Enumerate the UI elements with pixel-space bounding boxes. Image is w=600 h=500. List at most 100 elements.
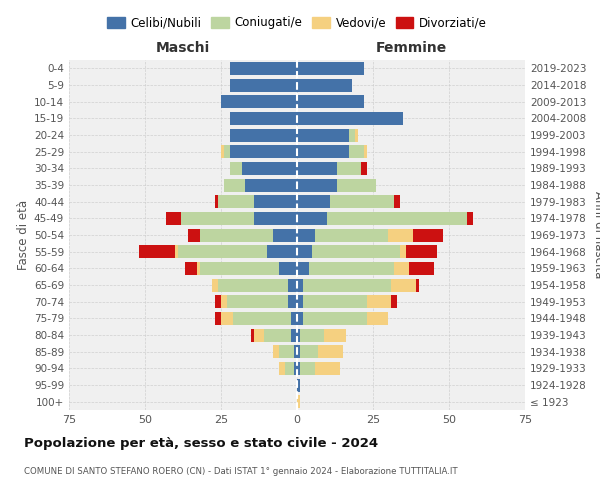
Bar (218, 195, 254, 208)
Bar (221, 312, 233, 325)
Bar (218, 278, 288, 291)
Bar (215, 295, 221, 308)
Bar (391, 278, 416, 291)
Bar (297, 145, 349, 158)
Bar (388, 228, 413, 241)
Bar (349, 145, 364, 158)
Bar (279, 345, 294, 358)
Bar (297, 245, 312, 258)
Bar (254, 195, 297, 208)
Bar (200, 262, 279, 275)
Bar (355, 128, 358, 141)
Bar (254, 328, 263, 342)
Bar (315, 362, 340, 375)
Bar (294, 362, 297, 375)
Text: Maschi: Maschi (156, 41, 210, 55)
Bar (337, 162, 361, 175)
Bar (185, 262, 197, 275)
Bar (303, 278, 391, 291)
Bar (200, 228, 272, 241)
Bar (297, 162, 337, 175)
Bar (215, 195, 218, 208)
Bar (188, 228, 200, 241)
Bar (394, 262, 409, 275)
Bar (224, 178, 245, 192)
Bar (297, 212, 328, 225)
Bar (230, 128, 297, 141)
Bar (230, 62, 297, 75)
Text: COMUNE DI SANTO STEFANO ROERO (CN) - Dati ISTAT 1° gennaio 2024 - Elaborazione T: COMUNE DI SANTO STEFANO ROERO (CN) - Dat… (24, 468, 458, 476)
Bar (303, 295, 367, 308)
Bar (297, 262, 309, 275)
Bar (297, 112, 403, 125)
Bar (331, 195, 394, 208)
Bar (297, 312, 303, 325)
Bar (297, 128, 349, 141)
Bar (230, 112, 297, 125)
Bar (309, 262, 394, 275)
Bar (297, 178, 337, 192)
Bar (297, 228, 315, 241)
Bar (175, 245, 178, 258)
Bar (272, 345, 279, 358)
Bar (288, 295, 297, 308)
Bar (406, 245, 437, 258)
Bar (288, 278, 297, 291)
Bar (300, 345, 318, 358)
Bar (325, 328, 346, 342)
Bar (413, 228, 443, 241)
Bar (221, 95, 297, 108)
Bar (279, 262, 297, 275)
Bar (297, 278, 303, 291)
Bar (297, 378, 300, 392)
Bar (297, 78, 352, 92)
Bar (416, 278, 419, 291)
Bar (318, 345, 343, 358)
Bar (394, 195, 400, 208)
Bar (297, 195, 331, 208)
Bar (297, 345, 300, 358)
Bar (227, 295, 288, 308)
Bar (212, 278, 218, 291)
Legend: Celibi/Nubili, Coniugati/e, Vedovi/e, Divorziati/e: Celibi/Nubili, Coniugati/e, Vedovi/e, Di… (102, 12, 492, 34)
Bar (297, 328, 300, 342)
Bar (361, 162, 367, 175)
Bar (337, 178, 376, 192)
Bar (215, 312, 221, 325)
Bar (400, 245, 406, 258)
Bar (367, 312, 388, 325)
Bar (297, 362, 300, 375)
Bar (285, 362, 294, 375)
Bar (349, 128, 355, 141)
Bar (297, 395, 300, 408)
Bar (266, 245, 297, 258)
Bar (467, 212, 473, 225)
Text: Popolazione per età, sesso e stato civile - 2024: Popolazione per età, sesso e stato civil… (24, 438, 378, 450)
Bar (291, 328, 297, 342)
Bar (364, 145, 367, 158)
Bar (221, 295, 227, 308)
Bar (254, 212, 297, 225)
Bar (279, 362, 285, 375)
Bar (197, 262, 200, 275)
Bar (297, 95, 364, 108)
Bar (272, 228, 297, 241)
Bar (230, 145, 297, 158)
Bar (230, 162, 242, 175)
Bar (409, 262, 434, 275)
Y-axis label: Anni di nascita: Anni di nascita (592, 192, 600, 278)
Bar (391, 295, 397, 308)
Bar (224, 145, 230, 158)
Bar (181, 212, 254, 225)
Bar (233, 312, 291, 325)
Bar (263, 328, 291, 342)
Bar (251, 328, 254, 342)
Bar (297, 295, 303, 308)
Y-axis label: Fasce di età: Fasce di età (17, 200, 30, 270)
Bar (230, 78, 297, 92)
Bar (178, 245, 266, 258)
Bar (328, 212, 467, 225)
Bar (242, 162, 297, 175)
Bar (221, 145, 224, 158)
Bar (294, 345, 297, 358)
